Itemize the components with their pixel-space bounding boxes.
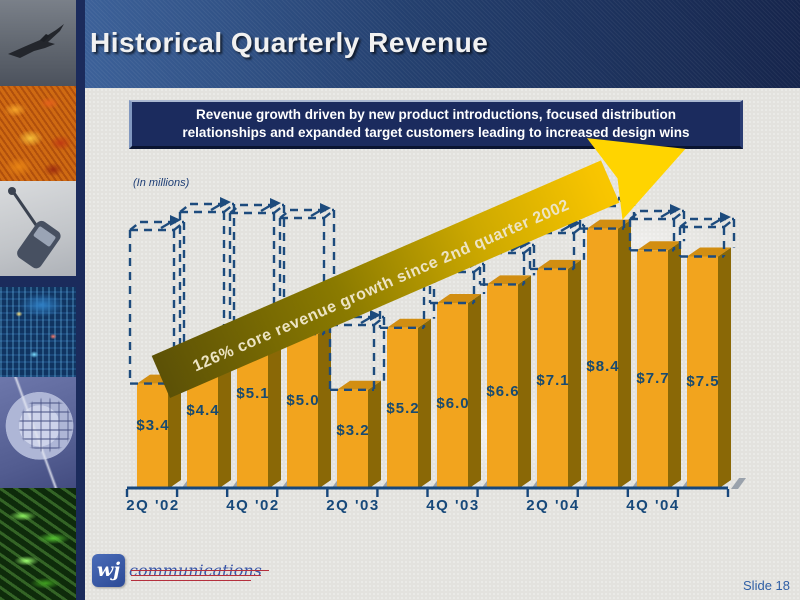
autumn-foliage-photo bbox=[0, 86, 76, 181]
subtitle-banner: Revenue growth driven by new product int… bbox=[129, 100, 743, 149]
sidebar-divider-band bbox=[0, 276, 85, 287]
dashed-projection bbox=[629, 210, 641, 220]
bar-front bbox=[437, 303, 468, 489]
dashed-projection bbox=[373, 316, 385, 326]
bar-top bbox=[687, 247, 731, 257]
slide-title: Historical Quarterly Revenue bbox=[90, 27, 489, 58]
bar-front bbox=[487, 284, 518, 489]
dashed-projection bbox=[323, 209, 335, 219]
bar-value-label: $6.0 bbox=[436, 395, 470, 412]
dashed-projection bbox=[179, 203, 191, 213]
bar-side bbox=[418, 318, 431, 489]
bar-value-label: $3.2 bbox=[336, 422, 370, 439]
dashed-projection bbox=[573, 224, 585, 234]
dashed-projection bbox=[723, 218, 735, 228]
bar-top bbox=[337, 380, 381, 390]
growth-tick-arrowhead bbox=[720, 212, 731, 223]
bar-value-label: $7.7 bbox=[636, 370, 670, 387]
x-axis-label: 4Q '02 bbox=[226, 497, 280, 514]
growth-tick-arrowhead bbox=[670, 204, 681, 215]
bar-side bbox=[468, 294, 481, 489]
growth-tick-arrowhead bbox=[220, 197, 231, 208]
bar-top bbox=[637, 241, 681, 251]
slide-number: Slide 18 bbox=[743, 578, 790, 593]
header-band bbox=[85, 0, 800, 88]
mobile-phone-photo bbox=[0, 181, 76, 276]
dashed-projection bbox=[129, 221, 141, 231]
bar-value-label: $5.1 bbox=[236, 385, 270, 402]
dashed-projection bbox=[273, 204, 285, 214]
fighter-jet-photo bbox=[0, 0, 76, 86]
blue-circuit-photo bbox=[0, 287, 76, 377]
company-logo: wj communications bbox=[92, 551, 269, 589]
growth-tick-arrowhead bbox=[270, 198, 281, 209]
bar-top bbox=[587, 219, 631, 229]
growth-tick-arrowhead bbox=[370, 310, 381, 321]
units-note: (In millions) bbox=[133, 177, 190, 189]
jet-silhouette-icon bbox=[8, 24, 64, 58]
x-axis-label: 2Q '02 bbox=[126, 497, 180, 514]
dashed-projection bbox=[679, 218, 691, 228]
bar-front bbox=[587, 228, 618, 489]
bar-side bbox=[618, 219, 631, 489]
bar-top bbox=[537, 259, 581, 269]
bar-side bbox=[518, 275, 531, 489]
bar-top bbox=[487, 275, 531, 285]
bar-side bbox=[318, 325, 331, 489]
dashed-projection bbox=[673, 210, 685, 220]
bar-front bbox=[537, 268, 568, 489]
x-axis-label: 2Q '04 bbox=[526, 497, 580, 514]
x-axis-label: 4Q '04 bbox=[626, 497, 680, 514]
silicon-wafer-photo bbox=[0, 377, 76, 488]
phone-icon bbox=[8, 187, 61, 269]
bar-front bbox=[637, 250, 668, 489]
bar-value-label: $7.5 bbox=[686, 373, 720, 390]
logo-wordmark: communications bbox=[129, 560, 269, 581]
bar-side bbox=[668, 241, 681, 489]
subtitle-line-1: Revenue growth driven by new product int… bbox=[195, 107, 677, 122]
bar-value-label: $7.1 bbox=[536, 372, 570, 389]
bar-front bbox=[337, 389, 368, 489]
growth-tick-arrowhead bbox=[320, 203, 331, 214]
bar-front bbox=[387, 327, 418, 489]
bar-value-label: $3.4 bbox=[136, 417, 170, 434]
bar-value-label: $5.0 bbox=[286, 392, 320, 409]
green-circuit-photo bbox=[0, 488, 76, 600]
subtitle-line-2: relationships and expanded target custom… bbox=[182, 125, 690, 140]
bar-top bbox=[387, 318, 431, 328]
dashed-projection bbox=[279, 209, 291, 219]
bar-front bbox=[137, 383, 168, 489]
dashed-projection bbox=[229, 204, 241, 214]
bar-side bbox=[268, 321, 281, 489]
bar-value-label: $4.4 bbox=[186, 402, 220, 419]
bar-side bbox=[218, 343, 231, 489]
logo-name-text: communications bbox=[129, 560, 262, 580]
bar-side bbox=[568, 259, 581, 489]
bar-value-label: $8.4 bbox=[586, 358, 620, 375]
bar-top bbox=[437, 294, 481, 303]
bar-side bbox=[168, 374, 181, 489]
bar-side bbox=[368, 380, 381, 489]
logo-monogram: wj bbox=[92, 553, 125, 587]
x-axis-label: 2Q '03 bbox=[326, 497, 380, 514]
bar-shadow bbox=[731, 478, 746, 489]
growth-tick-arrowhead bbox=[170, 215, 181, 226]
bar-value-label: $6.6 bbox=[486, 383, 520, 400]
photo-sidebar bbox=[0, 0, 76, 600]
bar-value-label: $5.2 bbox=[386, 400, 420, 417]
bar-front bbox=[687, 256, 718, 489]
bar-front bbox=[287, 334, 318, 489]
sidebar-divider bbox=[76, 0, 85, 600]
x-axis-label: 4Q '03 bbox=[426, 497, 480, 514]
dashed-projection bbox=[223, 203, 235, 213]
bar-side bbox=[718, 247, 731, 489]
